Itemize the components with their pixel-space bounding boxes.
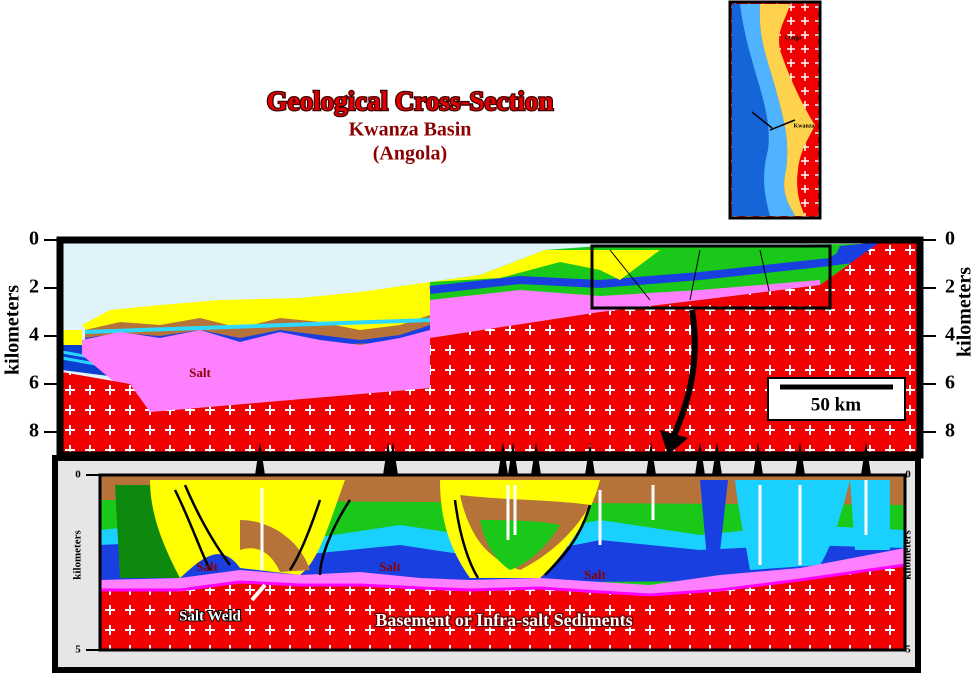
y-tick-label: 8 [29, 420, 39, 442]
arrow-head [660, 430, 688, 455]
map-label: Kwanza [794, 123, 815, 129]
y-tick-label: 6 [945, 372, 955, 394]
y-axis-label: kilometers [902, 530, 914, 580]
y-tick-label: 0 [75, 469, 81, 481]
map-label: Congo [785, 35, 802, 41]
salt-label: Salt [196, 559, 218, 574]
y-tick-label: 0 [945, 228, 955, 250]
y-tick-label: 2 [29, 276, 39, 298]
y-tick-label: 6 [29, 372, 39, 394]
salt-label: Salt [379, 559, 401, 574]
y-axis-label: kilometers [72, 530, 84, 580]
y-tick-label: 0 [29, 228, 39, 250]
y-tick-label: 5 [905, 644, 911, 656]
y-tick-label: 8 [945, 420, 955, 442]
y-tick-label: 0 [905, 469, 911, 481]
y-tick-label: 4 [29, 324, 39, 346]
salt-weld-label: Salt Weld [179, 608, 241, 624]
scale-bar-label: 50 km [811, 394, 861, 415]
regional-section: Salt 50 km [56, 236, 924, 459]
basement-label: Basement or Infra-salt Sediments [375, 610, 632, 630]
y-tick-label: 4 [945, 324, 955, 346]
region: (Angola) [373, 143, 447, 165]
subtitle: Kwanza Basin [349, 119, 472, 141]
detail-section: Salt Salt Salt Salt Weld Basement or Inf… [52, 442, 921, 673]
axis-ticks: 0 2 4 6 8 0 2 4 6 8 0 5 0 5 [29, 228, 955, 656]
y-axis-label: kilometers [954, 267, 976, 357]
zoom-arrow [669, 309, 698, 442]
salt-label: Salt [584, 567, 606, 582]
y-tick-label: 5 [75, 644, 81, 656]
location-map: Congo Kwanza [728, 0, 822, 220]
salt-label: Salt [189, 365, 211, 380]
y-tick-label: 2 [945, 276, 955, 298]
title: Geological Cross-Section [267, 86, 554, 116]
y-axis-label: kilometers [2, 285, 24, 375]
